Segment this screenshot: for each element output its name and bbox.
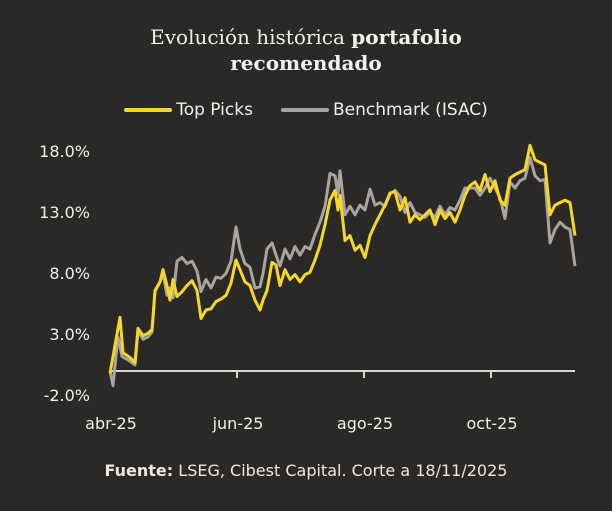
legend: Top Picks Benchmark (ISAC): [0, 100, 612, 120]
chart-title: Evolución histórica portafolio recomenda…: [0, 24, 612, 76]
title-regular: Evolución histórica: [150, 25, 352, 49]
source-footer: Fuente: LSEG, Cibest Capital. Corte a 18…: [0, 461, 612, 480]
legend-swatch-top-picks: [124, 108, 173, 112]
benchmark-line: [108, 156, 577, 388]
title-bold-1: portafolio: [351, 25, 462, 49]
legend-label-benchmark: Benchmark (ISAC): [332, 100, 488, 120]
legend-item-top-picks[interactable]: Top Picks: [124, 100, 253, 120]
footer-label: Fuente:: [104, 461, 174, 480]
x-tick-label: abr-25: [85, 414, 137, 433]
x-tick-label: oct-25: [466, 414, 518, 433]
legend-swatch-benchmark: [280, 108, 329, 112]
y-tick-label: 8.0%: [49, 264, 90, 283]
legend-label-top-picks: Top Picks: [176, 100, 253, 120]
y-tick-label: 18.0%: [39, 142, 90, 161]
x-tick-label: jun-25: [212, 414, 264, 433]
footer-text: LSEG, Cibest Capital. Corte a 18/11/2025: [173, 461, 508, 480]
x-tick-label: ago-25: [336, 414, 394, 433]
y-tick-label: 3.0%: [49, 325, 90, 344]
legend-item-benchmark[interactable]: Benchmark (ISAC): [280, 100, 488, 120]
top-picks-line: [108, 143, 577, 374]
y-tick-label: -2.0%: [43, 386, 90, 405]
y-tick-label: 13.0%: [39, 203, 90, 222]
title-bold-2: recomendado: [230, 51, 382, 75]
x-axis-ticks: [236, 371, 492, 378]
